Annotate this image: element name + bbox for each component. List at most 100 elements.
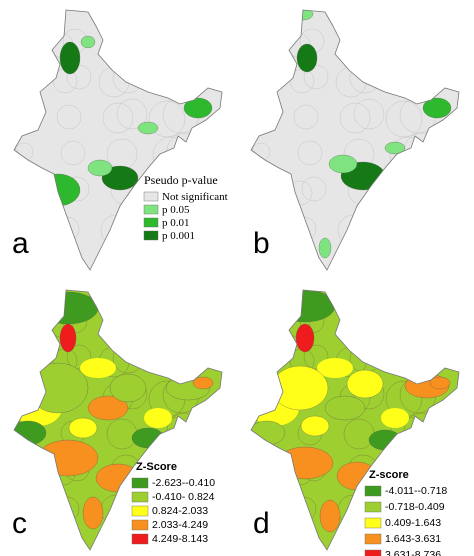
- legend-swatch: [143, 217, 159, 228]
- legend-swatch: [143, 204, 159, 215]
- map: [14, 10, 222, 270]
- district: [341, 250, 373, 270]
- cluster: [192, 376, 214, 390]
- cluster: [59, 41, 81, 75]
- district: [251, 350, 263, 370]
- legend-swatch: [143, 230, 159, 241]
- district: [387, 248, 425, 270]
- legend-swatch: [364, 549, 382, 556]
- legend-swatch: [131, 505, 149, 517]
- cluster: [275, 455, 291, 481]
- cluster: [319, 499, 341, 533]
- district: [150, 248, 188, 270]
- district: [108, 306, 140, 338]
- district: [395, 340, 433, 378]
- legend-label: 0.409-1.643: [385, 517, 441, 529]
- cluster: [384, 141, 406, 155]
- district: [301, 176, 327, 202]
- cluster: [295, 323, 315, 353]
- legend-swatch: [364, 517, 382, 529]
- country-fill: [251, 10, 459, 270]
- district: [401, 244, 439, 270]
- legend-label: p 0.01: [162, 217, 190, 229]
- cluster: [14, 420, 47, 446]
- district: [58, 532, 84, 550]
- district: [295, 252, 321, 270]
- district: [14, 34, 22, 54]
- cluster: [278, 185, 292, 215]
- cluster: [300, 415, 330, 437]
- legend-title: Z-score: [369, 469, 409, 481]
- district: [251, 386, 267, 406]
- district: [303, 64, 329, 90]
- cluster: [37, 439, 99, 477]
- district: [251, 70, 263, 90]
- district: [14, 146, 20, 166]
- cluster: [40, 451, 56, 481]
- cluster: [183, 97, 213, 119]
- district: [14, 10, 18, 18]
- district: [16, 310, 36, 330]
- legend-label: Not significant: [162, 191, 228, 203]
- cluster: [37, 291, 99, 325]
- cluster: [137, 121, 159, 135]
- cluster: [82, 496, 104, 530]
- district: [16, 30, 36, 50]
- cluster: [271, 365, 329, 411]
- district: [297, 140, 323, 166]
- district: [397, 208, 435, 246]
- district: [14, 182, 24, 202]
- district: [385, 100, 423, 138]
- district: [154, 24, 192, 62]
- district: [14, 462, 24, 482]
- district: [391, 24, 429, 62]
- cluster: [276, 446, 334, 480]
- cluster: [87, 395, 129, 421]
- map-panel: d Z-score -4.011--0.718 -0.718-0.409 0.409-1…: [250, 289, 460, 556]
- district: [14, 106, 30, 126]
- panel-label: c: [12, 507, 27, 540]
- district: [114, 210, 146, 242]
- district: [14, 314, 22, 334]
- legend-label: 0.824-2.033: [152, 505, 208, 517]
- district: [158, 60, 196, 98]
- district: [339, 102, 371, 134]
- cluster: [35, 173, 81, 207]
- region: [317, 358, 353, 378]
- cluster: [346, 369, 384, 399]
- legend-label: 2.033-4.249: [152, 519, 208, 531]
- region: [80, 358, 116, 378]
- district: [58, 252, 84, 270]
- district: [251, 146, 257, 166]
- cluster: [274, 290, 336, 323]
- cluster: [27, 362, 89, 414]
- cluster: [101, 165, 139, 191]
- district: [164, 244, 202, 270]
- district: [253, 310, 273, 330]
- district: [251, 182, 261, 202]
- cluster: [328, 154, 358, 174]
- legend-swatch: [131, 519, 149, 531]
- district: [251, 462, 261, 482]
- cluster: [422, 97, 452, 119]
- cluster: [59, 323, 77, 353]
- cluster: [429, 376, 451, 390]
- legend-title: Pseudo p-value: [144, 173, 218, 187]
- panel-label: a: [12, 227, 29, 260]
- district: [60, 140, 86, 166]
- cluster: [131, 427, 165, 449]
- legend-swatch: [364, 485, 382, 497]
- district: [102, 102, 134, 134]
- legend-label: 1.643-3.631: [385, 533, 441, 545]
- legend-title: Z-Score: [136, 461, 177, 473]
- district: [104, 530, 136, 550]
- panel-label: d: [253, 507, 270, 540]
- region: [381, 408, 409, 428]
- district: [148, 100, 186, 138]
- district: [391, 304, 429, 342]
- legend-swatch: [131, 533, 149, 545]
- legend-label: -4.011--0.718: [385, 485, 447, 497]
- region: [144, 408, 172, 428]
